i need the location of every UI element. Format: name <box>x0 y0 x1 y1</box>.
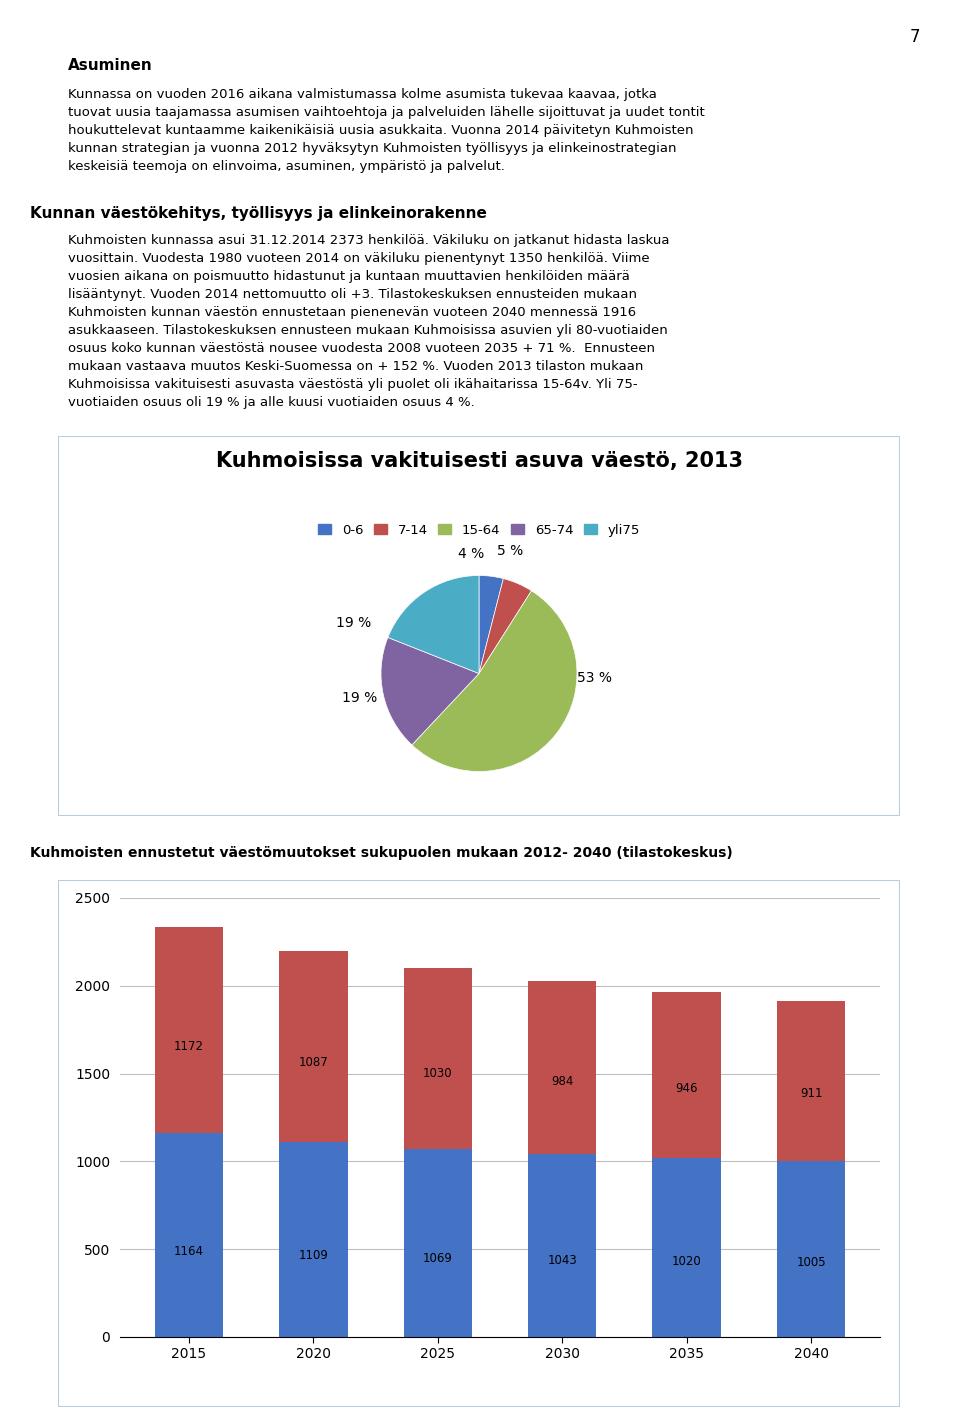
Text: osuus koko kunnan väestöstä nousee vuodesta 2008 vuoteen 2035 + 71 %.  Ennusteen: osuus koko kunnan väestöstä nousee vuode… <box>68 342 655 355</box>
Text: Kuhmoisten kunnan väestön ennustetaan pienenevän vuoteen 2040 mennessä 1916: Kuhmoisten kunnan väestön ennustetaan pi… <box>68 306 636 318</box>
Wedge shape <box>479 578 532 674</box>
Bar <box>279 1142 348 1337</box>
Bar <box>403 969 472 1150</box>
Text: 19 %: 19 % <box>336 615 372 630</box>
Text: kunnan strategian ja vuonna 2012 hyväksytyn Kuhmoisten työllisyys ja elinkeinost: kunnan strategian ja vuonna 2012 hyväksy… <box>68 142 677 155</box>
Text: vuotiaiden osuus oli 19 % ja alle kuusi vuotiaiden osuus 4 %.: vuotiaiden osuus oli 19 % ja alle kuusi … <box>68 396 475 409</box>
Text: Kuhmoisissa vakituisesti asuva väestö, 2013: Kuhmoisissa vakituisesti asuva väestö, 2… <box>215 452 742 472</box>
Bar <box>403 1150 472 1337</box>
Bar <box>279 952 348 1142</box>
Text: houkuttelevat kuntaamme kaikenikäisiä uusia asukkaita. Vuonna 2014 päivitetyn Ku: houkuttelevat kuntaamme kaikenikäisiä uu… <box>68 124 693 136</box>
Bar <box>155 1133 223 1337</box>
Bar <box>777 1161 846 1337</box>
Bar <box>155 926 223 1133</box>
Text: Kuhmoisissa vakituisesti asuvasta väestöstä yli puolet oli ikähaitarissa 15-64v.: Kuhmoisissa vakituisesti asuvasta väestö… <box>68 378 637 391</box>
Text: 1069: 1069 <box>422 1252 453 1265</box>
Text: 1030: 1030 <box>423 1067 452 1080</box>
Text: Asuminen: Asuminen <box>68 58 153 72</box>
Text: tuovat uusia taajamassa asumisen vaihtoehtoja ja palveluiden lähelle sijoittuvat: tuovat uusia taajamassa asumisen vaihtoe… <box>68 107 705 119</box>
Text: keskeisiä teemoja on elinvoima, asuminen, ympäristö ja palvelut.: keskeisiä teemoja on elinvoima, asuminen… <box>68 161 505 173</box>
Text: 1109: 1109 <box>299 1249 328 1262</box>
Text: 984: 984 <box>551 1074 573 1088</box>
Text: 4 %: 4 % <box>458 547 484 561</box>
Wedge shape <box>412 591 577 772</box>
Text: Kuhmoisten ennustetut väestömuutokset sukupuolen mukaan 2012- 2040 (tilastokesku: Kuhmoisten ennustetut väestömuutokset su… <box>30 845 732 860</box>
Text: 1172: 1172 <box>174 1040 204 1053</box>
Bar <box>653 992 721 1158</box>
Wedge shape <box>388 576 479 674</box>
Text: 19 %: 19 % <box>342 691 377 705</box>
Text: 53 %: 53 % <box>577 671 612 685</box>
Text: Kuhmoisten kunnassa asui 31.12.2014 2373 henkilöä. Väkiluku on jatkanut hidasta : Kuhmoisten kunnassa asui 31.12.2014 2373… <box>68 234 669 247</box>
Wedge shape <box>381 638 479 745</box>
Text: vuosien aikana on poismuutto hidastunut ja kuntaan muuttavien henkilöiden määrä: vuosien aikana on poismuutto hidastunut … <box>68 270 630 283</box>
Text: Kunnan väestökehitys, työllisyys ja elinkeinorakenne: Kunnan väestökehitys, työllisyys ja elin… <box>30 206 487 222</box>
Text: 1005: 1005 <box>797 1256 826 1269</box>
Text: lisääntynyt. Vuoden 2014 nettomuutto oli +3. Tilastokeskuksen ennusteiden mukaan: lisääntynyt. Vuoden 2014 nettomuutto oli… <box>68 288 637 301</box>
Text: 946: 946 <box>676 1081 698 1094</box>
Bar <box>528 980 596 1154</box>
Text: 1164: 1164 <box>174 1245 204 1258</box>
Text: Kunnassa on vuoden 2016 aikana valmistumassa kolme asumista tukevaa kaavaa, jotk: Kunnassa on vuoden 2016 aikana valmistum… <box>68 88 657 101</box>
Wedge shape <box>479 576 503 674</box>
Bar <box>653 1158 721 1337</box>
Text: mukaan vastaava muutos Keski-Suomessa on + 152 %. Vuoden 2013 tilaston mukaan: mukaan vastaava muutos Keski-Suomessa on… <box>68 360 643 372</box>
Text: 7: 7 <box>909 28 920 45</box>
Text: asukkaaseen. Tilastokeskuksen ennusteen mukaan Kuhmoisissa asuvien yli 80-vuotia: asukkaaseen. Tilastokeskuksen ennusteen … <box>68 324 668 337</box>
Text: 911: 911 <box>800 1087 823 1100</box>
Legend: 0-6, 7-14, 15-64, 65-74, yli75: 0-6, 7-14, 15-64, 65-74, yli75 <box>313 519 645 543</box>
Text: 1020: 1020 <box>672 1255 702 1269</box>
Text: 1087: 1087 <box>299 1056 328 1069</box>
Bar <box>528 1154 596 1337</box>
Text: 5 %: 5 % <box>497 544 523 558</box>
Bar <box>777 1000 846 1161</box>
Text: 1043: 1043 <box>547 1253 577 1266</box>
Text: vuosittain. Vuodesta 1980 vuoteen 2014 on väkiluku pienentynyt 1350 henkilöä. Vi: vuosittain. Vuodesta 1980 vuoteen 2014 o… <box>68 252 650 264</box>
